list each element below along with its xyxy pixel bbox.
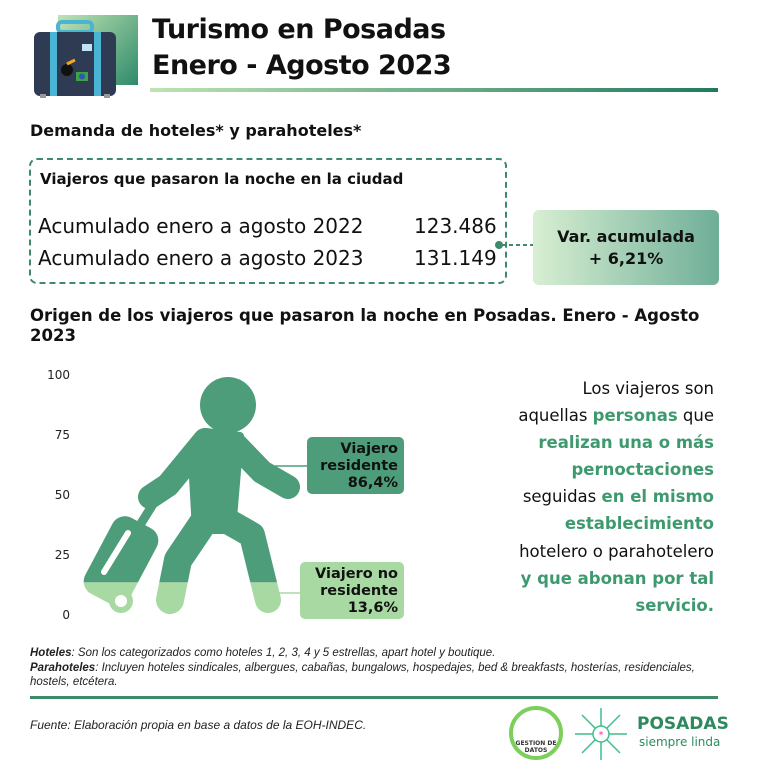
row-2023-value: 131.149 bbox=[414, 246, 497, 270]
y-tick-0: 0 bbox=[62, 608, 70, 622]
non-resident-label-line2: residente bbox=[320, 583, 398, 599]
variation-label: Var. acumulada bbox=[557, 227, 695, 246]
title-line-2: Enero - Agosto 2023 bbox=[152, 50, 452, 81]
def-line-6: establecimiento bbox=[564, 514, 714, 533]
travelers-box-title: Viajeros que pasaron la noche en la ciud… bbox=[40, 170, 404, 188]
y-tick-50: 50 bbox=[54, 488, 70, 502]
variation-value: + 6,21% bbox=[588, 249, 664, 268]
note-hoteles: Hoteles: Son los categorizados como hote… bbox=[30, 647, 496, 659]
suitcase-icon bbox=[34, 20, 116, 98]
source-note: Fuente: Elaboración propia en base a dat… bbox=[30, 718, 367, 732]
resident-fill bbox=[80, 365, 320, 583]
resident-value: 86,4% bbox=[347, 475, 398, 491]
def-line-8: y que abonan por tal bbox=[520, 569, 714, 588]
origin-heading: Origen de los viajeros que pasaron la no… bbox=[30, 306, 700, 345]
def-line-1: Los viajeros son bbox=[582, 379, 714, 398]
row-2023-label: Acumulado enero a agosto 2023 bbox=[38, 246, 364, 270]
def-line-7: hotelero o parahotelero bbox=[519, 542, 714, 561]
row-2022-value: 123.486 bbox=[414, 214, 497, 238]
y-tick-25: 25 bbox=[54, 548, 70, 562]
posadas-logo-text: POSADAS bbox=[637, 714, 729, 734]
def-line-3: realizan una o más bbox=[538, 433, 714, 452]
gestion-datos-logo: GESTION DE DATOS bbox=[509, 706, 563, 760]
posadas-logo-subtext: siempre linda bbox=[639, 735, 721, 749]
title-line-1: Turismo en Posadas bbox=[152, 14, 446, 45]
def-line-9: servicio. bbox=[635, 596, 714, 615]
resident-label-line1: Viajero bbox=[340, 441, 398, 457]
non-resident-label: Viajero no residente 13,6% bbox=[300, 562, 404, 619]
def-line-4: pernoctaciones bbox=[571, 460, 714, 479]
def-line-5: seguidas en el mismo bbox=[522, 487, 714, 506]
non-resident-value: 13,6% bbox=[347, 600, 398, 616]
resident-label-line2: residente bbox=[320, 458, 398, 474]
variation-connector bbox=[495, 241, 536, 249]
demand-heading: Demanda de hoteles* y parahoteles* bbox=[30, 121, 362, 140]
non-resident-label-line1: Viajero no bbox=[315, 566, 398, 582]
y-tick-100: 100 bbox=[47, 368, 70, 382]
svg-text:*: * bbox=[599, 730, 604, 741]
title-divider bbox=[150, 88, 718, 92]
variation-box: Var. acumulada + 6,21% bbox=[533, 210, 719, 285]
footer-divider bbox=[30, 696, 718, 699]
travelers-box bbox=[29, 158, 507, 284]
posadas-flower-logo: * bbox=[575, 708, 627, 760]
note-parahoteles: Parahoteles: Incluyen hoteles sindicales… bbox=[30, 662, 695, 688]
def-line-2: aquellas personas que bbox=[518, 406, 714, 425]
y-tick-75: 75 bbox=[54, 428, 70, 442]
non-resident-fill bbox=[80, 582, 320, 620]
row-2022-label: Acumulado enero a agosto 2022 bbox=[38, 214, 364, 238]
resident-label: Viajero residente 86,4% bbox=[307, 437, 404, 494]
